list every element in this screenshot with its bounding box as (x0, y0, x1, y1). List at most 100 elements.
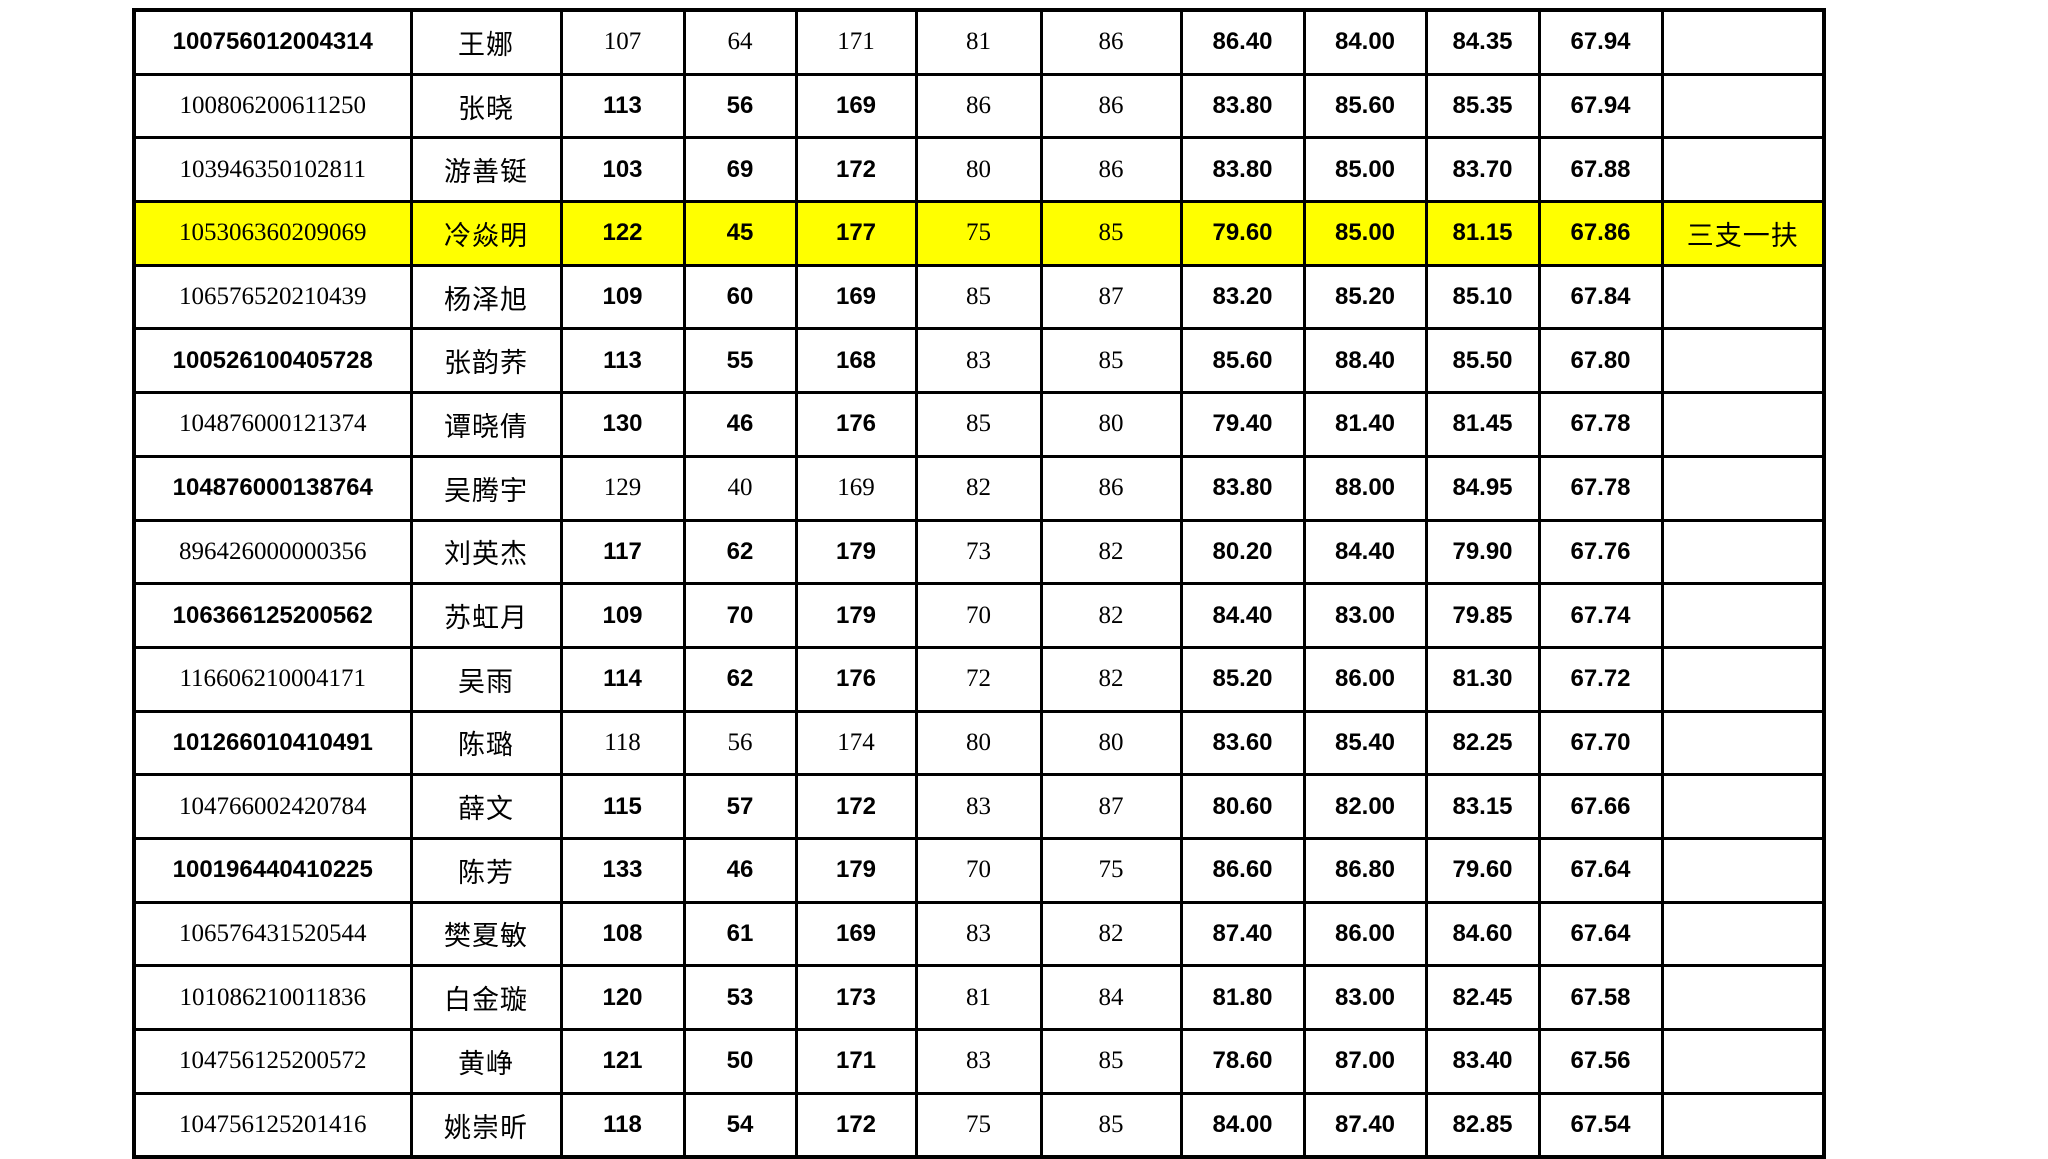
cell-s4[interactable]: 85 (914, 391, 1043, 458)
cell-s3[interactable]: 169 (794, 263, 918, 331)
cell-id[interactable]: 100196440410225 (132, 836, 413, 904)
cell-s4[interactable]: 80 (914, 709, 1043, 777)
cell-a2[interactable]: 84.40 (1302, 518, 1428, 586)
cell-s1[interactable]: 115 (559, 773, 686, 840)
cell-id[interactable]: 101086210011836 (132, 964, 413, 1031)
cell-a3[interactable]: 81.30 (1424, 645, 1541, 713)
cell-remark[interactable] (1660, 1028, 1826, 1095)
cell-s5[interactable]: 80 (1039, 391, 1183, 458)
cell-s3[interactable]: 169 (794, 454, 918, 522)
cell-s5[interactable]: 85 (1039, 1028, 1183, 1095)
cell-a2[interactable]: 85.60 (1302, 72, 1428, 140)
cell-a3[interactable]: 82.85 (1424, 1091, 1541, 1159)
cell-a1[interactable]: 83.60 (1179, 709, 1306, 777)
cell-s2[interactable]: 56 (682, 72, 798, 140)
cell-remark[interactable] (1660, 391, 1826, 458)
cell-final[interactable]: 67.64 (1537, 836, 1664, 904)
cell-remark[interactable] (1660, 836, 1826, 904)
cell-s4[interactable]: 75 (914, 200, 1043, 267)
cell-a1[interactable]: 86.60 (1179, 836, 1306, 904)
cell-s2[interactable]: 40 (682, 454, 798, 522)
cell-a3[interactable]: 79.85 (1424, 582, 1541, 649)
cell-s2[interactable]: 54 (682, 1091, 798, 1159)
cell-s5[interactable]: 87 (1039, 263, 1183, 331)
cell-s1[interactable]: 118 (559, 709, 686, 777)
cell-name[interactable]: 游善铤 (409, 136, 563, 204)
cell-s3[interactable]: 176 (794, 391, 918, 458)
cell-remark[interactable] (1660, 645, 1826, 713)
cell-s2[interactable]: 69 (682, 136, 798, 204)
cell-final[interactable]: 67.78 (1537, 454, 1664, 522)
cell-id[interactable]: 104756125200572 (132, 1028, 413, 1095)
cell-name[interactable]: 樊夏敏 (409, 900, 563, 968)
cell-s3[interactable]: 177 (794, 200, 918, 267)
cell-final[interactable]: 67.74 (1537, 582, 1664, 649)
cell-a1[interactable]: 85.60 (1179, 327, 1306, 395)
cell-s2[interactable]: 53 (682, 964, 798, 1031)
cell-final[interactable]: 67.54 (1537, 1091, 1664, 1159)
cell-s5[interactable]: 85 (1039, 200, 1183, 267)
cell-a1[interactable]: 86.40 (1179, 8, 1306, 76)
cell-a3[interactable]: 85.10 (1424, 263, 1541, 331)
cell-s2[interactable]: 46 (682, 391, 798, 458)
cell-a1[interactable]: 80.20 (1179, 518, 1306, 586)
cell-s4[interactable]: 83 (914, 327, 1043, 395)
cell-s3[interactable]: 176 (794, 645, 918, 713)
cell-a3[interactable]: 84.35 (1424, 8, 1541, 76)
cell-a1[interactable]: 79.60 (1179, 200, 1306, 267)
cell-final[interactable]: 67.72 (1537, 645, 1664, 713)
cell-s2[interactable]: 70 (682, 582, 798, 649)
cell-a3[interactable]: 81.45 (1424, 391, 1541, 458)
cell-id[interactable]: 106366125200562 (132, 582, 413, 649)
cell-a2[interactable]: 85.40 (1302, 709, 1428, 777)
cell-s2[interactable]: 62 (682, 645, 798, 713)
cell-s2[interactable]: 60 (682, 263, 798, 331)
cell-s5[interactable]: 82 (1039, 900, 1183, 968)
cell-s3[interactable]: 174 (794, 709, 918, 777)
cell-a1[interactable]: 83.80 (1179, 136, 1306, 204)
cell-s3[interactable]: 172 (794, 136, 918, 204)
cell-s4[interactable]: 80 (914, 136, 1043, 204)
cell-id[interactable]: 104876000138764 (132, 454, 413, 522)
cell-name[interactable]: 苏虹月 (409, 582, 563, 649)
cell-remark[interactable] (1660, 454, 1826, 522)
cell-a3[interactable]: 84.95 (1424, 454, 1541, 522)
cell-final[interactable]: 67.56 (1537, 1028, 1664, 1095)
cell-s3[interactable]: 173 (794, 964, 918, 1031)
cell-remark[interactable] (1660, 900, 1826, 968)
cell-a2[interactable]: 86.80 (1302, 836, 1428, 904)
cell-a2[interactable]: 85.00 (1302, 200, 1428, 267)
cell-remark[interactable] (1660, 72, 1826, 140)
cell-a1[interactable]: 83.20 (1179, 263, 1306, 331)
cell-a1[interactable]: 87.40 (1179, 900, 1306, 968)
cell-s5[interactable]: 86 (1039, 136, 1183, 204)
cell-s3[interactable]: 171 (794, 1028, 918, 1095)
cell-s5[interactable]: 86 (1039, 454, 1183, 522)
cell-a2[interactable]: 87.40 (1302, 1091, 1428, 1159)
cell-s3[interactable]: 179 (794, 582, 918, 649)
cell-s2[interactable]: 57 (682, 773, 798, 840)
cell-a2[interactable]: 85.20 (1302, 263, 1428, 331)
cell-s5[interactable]: 82 (1039, 518, 1183, 586)
cell-s1[interactable]: 113 (559, 327, 686, 395)
cell-s5[interactable]: 80 (1039, 709, 1183, 777)
cell-name[interactable]: 刘英杰 (409, 518, 563, 586)
cell-s3[interactable]: 172 (794, 773, 918, 840)
cell-a1[interactable]: 81.80 (1179, 964, 1306, 1031)
cell-name[interactable]: 王娜 (409, 8, 563, 76)
cell-s4[interactable]: 81 (914, 8, 1043, 76)
cell-s4[interactable]: 70 (914, 582, 1043, 649)
cell-a3[interactable]: 85.50 (1424, 327, 1541, 395)
cell-name[interactable]: 姚崇昕 (409, 1091, 563, 1159)
cell-s2[interactable]: 64 (682, 8, 798, 76)
cell-s3[interactable]: 168 (794, 327, 918, 395)
cell-final[interactable]: 67.76 (1537, 518, 1664, 586)
cell-a2[interactable]: 88.00 (1302, 454, 1428, 522)
cell-remark[interactable] (1660, 773, 1826, 840)
cell-a2[interactable]: 82.00 (1302, 773, 1428, 840)
cell-s1[interactable]: 129 (559, 454, 686, 522)
cell-s1[interactable]: 109 (559, 582, 686, 649)
cell-s4[interactable]: 72 (914, 645, 1043, 713)
cell-final[interactable]: 67.86 (1537, 200, 1664, 267)
cell-id[interactable]: 896426000000356 (132, 518, 413, 586)
